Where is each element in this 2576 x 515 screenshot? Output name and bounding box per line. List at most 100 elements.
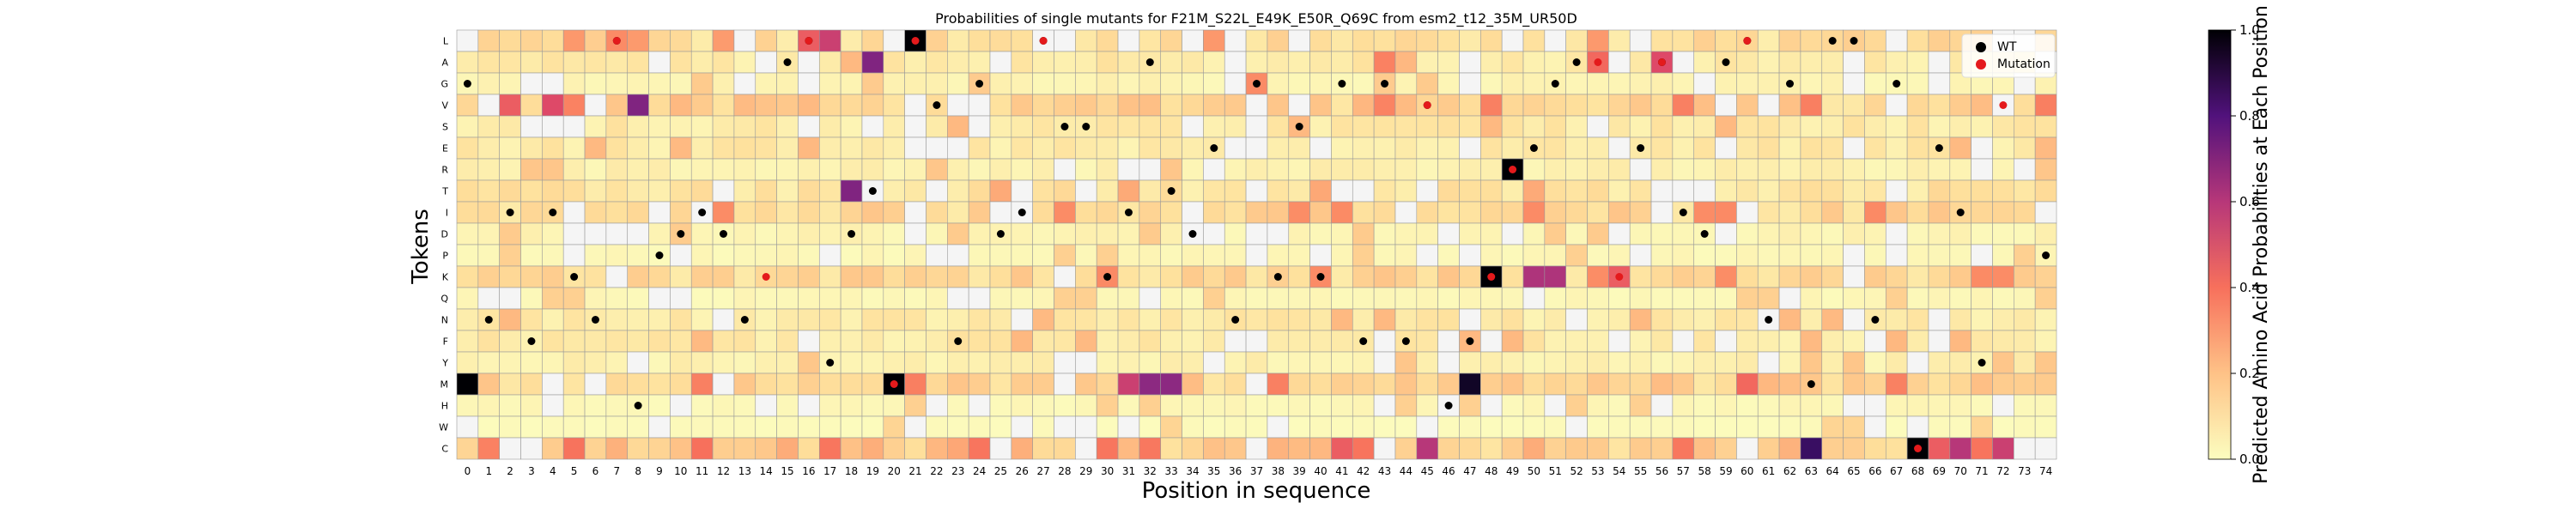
x-tick-label: 58 [1698,465,1710,477]
heatmap-cell [1437,437,1460,460]
heatmap-cell [1032,201,1054,224]
heatmap-cell [1565,179,1588,203]
heatmap-cell [499,351,521,374]
heatmap-cell [1032,351,1054,374]
heatmap-cell [1672,415,1695,439]
heatmap-cell [1629,265,1652,288]
x-tick-label: 46 [1442,465,1455,477]
heatmap-cell [1885,158,1908,181]
heatmap-cell [1139,222,1162,245]
heatmap-cell [542,265,564,288]
heatmap-cell [627,115,649,138]
heatmap-cell [456,415,479,439]
heatmap-cell [1736,437,1759,460]
heatmap-cell [670,308,692,331]
x-tick-label: 31 [1122,465,1135,477]
heatmap-cell [1544,373,1566,396]
heatmap-cell [818,373,841,396]
heatmap-cell [1331,244,1353,267]
heatmap-cell [1906,308,1929,331]
legend-mutation-label: Mutation [1997,58,2050,71]
heatmap-cell [1501,136,1524,160]
heatmap-cell [605,72,629,95]
x-tick-label: 24 [973,465,986,477]
heatmap-cell [1331,115,1353,138]
x-tick-label: 44 [1400,465,1413,477]
heatmap-cell [1800,179,1823,203]
y-tick-label: P [442,251,448,262]
heatmap-cell [926,287,948,310]
heatmap-cell [477,244,500,267]
heatmap-cell [690,351,714,374]
heatmap-cell [1288,72,1310,95]
heatmap-cell [1117,394,1140,417]
heatmap-cell [584,29,607,52]
heatmap-cell [883,72,905,95]
heatmap-cell [1800,394,1823,417]
heatmap-cell [1949,94,1971,117]
heatmap-cell [818,29,841,52]
heatmap-cell [1075,94,1097,117]
heatmap-cell [1565,265,1588,288]
heatmap-cell [840,265,863,288]
heatmap-cell [499,244,521,267]
heatmap-cell [1437,351,1460,374]
heatmap-cell [1160,136,1182,160]
heatmap-cell [1715,94,1737,117]
heatmap-cell [520,29,543,52]
heatmap-cell [1715,287,1737,310]
heatmap-cell [1736,351,1759,374]
wt-marker [655,251,664,259]
y-tick-label: D [441,229,448,240]
heatmap-cell [1715,222,1737,245]
heatmap-cell [1650,244,1674,267]
heatmap-cell [1821,287,1844,310]
heatmap-cell [1501,351,1524,374]
heatmap-cell [1971,394,1993,417]
heatmap-cell [520,244,543,267]
heatmap-cell [904,179,927,203]
heatmap-cell [861,222,884,245]
heatmap-cell [1864,394,1886,417]
heatmap-cell [1182,415,1204,439]
heatmap-cell [818,115,841,138]
heatmap-cell [627,308,649,331]
heatmap-cell [1629,437,1652,460]
heatmap-cell [690,394,714,417]
heatmap-cell [1117,265,1140,288]
heatmap-cell [776,330,799,353]
heatmap-cell [989,351,1012,374]
heatmap-cell [2034,136,2057,160]
heatmap-cell [755,394,777,417]
heatmap-cell [1906,29,1929,52]
heatmap-cell [1971,330,1993,353]
heatmap-cell [499,179,521,203]
heatmap-cell [1267,287,1290,310]
wt-marker [996,230,1005,238]
heatmap-cell [584,158,607,181]
heatmap-cell [1672,287,1695,310]
heatmap-cell [605,415,629,439]
heatmap-cell [1075,222,1097,245]
heatmap-cell [926,308,948,331]
heatmap-cell [755,115,777,138]
heatmap-cell [1757,330,1780,353]
heatmap-cell [1672,330,1695,353]
heatmap-cell [1928,373,1951,396]
heatmap-cell [1459,265,1481,288]
heatmap-cell [1629,373,1652,396]
heatmap-cell [712,308,735,331]
heatmap-cell [1267,115,1290,138]
heatmap-cell [1203,29,1225,52]
heatmap-cell [883,308,905,331]
wt-marker [1828,37,1837,45]
heatmap-cell [1928,72,1951,95]
heatmap-cell [499,94,521,117]
wt-marker [463,80,471,88]
heatmap-cell [1821,351,1844,374]
heatmap-cell [1544,29,1566,52]
heatmap-cell [904,351,927,374]
heatmap-cell [477,330,500,353]
mutation-marker [1914,445,1923,452]
heatmap-cell [648,330,671,353]
